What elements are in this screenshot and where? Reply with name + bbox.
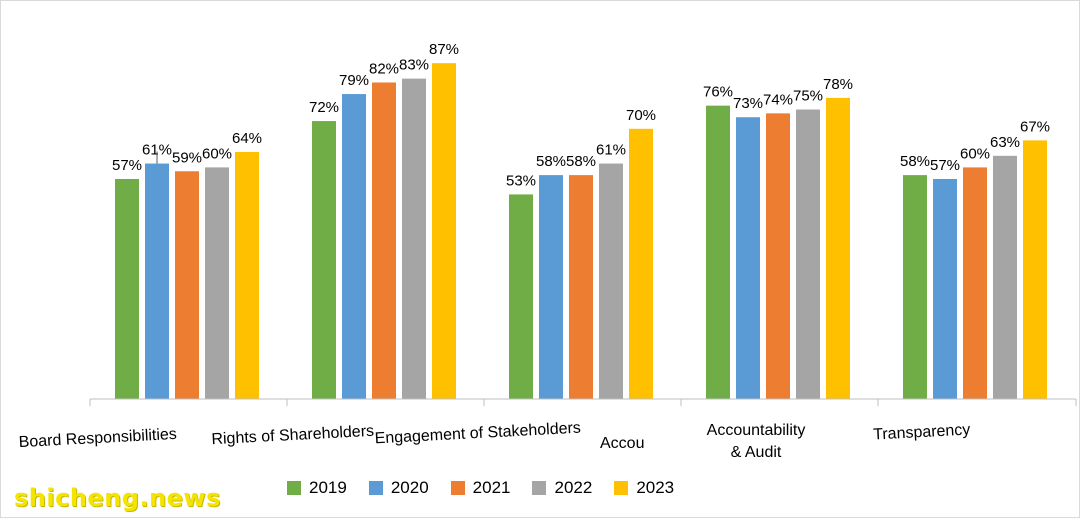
data-label-transparency-2022: 63% — [990, 134, 1020, 151]
legend-swatch — [532, 481, 547, 495]
watermark: shicheng.news — [14, 484, 221, 512]
data-label-board-responsibilities-2019: 57% — [112, 157, 142, 174]
bar-rights-of-shareholders-2020 — [342, 94, 366, 399]
data-label-board-responsibilities-2021: 59% — [172, 149, 202, 166]
legend-label: 2019 — [309, 478, 347, 497]
bar-board-responsibilities-2019 — [115, 178, 139, 399]
data-label-transparency-2021: 60% — [960, 145, 990, 162]
bar-board-responsibilities-2022 — [205, 167, 229, 399]
bar-transparency-2020 — [933, 178, 957, 399]
bar-engagement-of-stakeholders-2021 — [569, 175, 593, 399]
data-label-board-responsibilities-2020: 61% — [142, 142, 172, 159]
legend-label: 2020 — [390, 478, 429, 497]
legend-item-2019: 2019 — [287, 478, 347, 498]
bar-board-responsibilities-2020 — [145, 163, 169, 399]
bars-layer — [115, 63, 1047, 400]
bar-rights-of-shareholders-2022 — [402, 78, 426, 400]
bar-transparency-2022 — [993, 155, 1017, 399]
data-labels-layer: 57%61% 59% 60%64%72%79%82% 83%87%53%58% 58%6… — [112, 41, 1050, 189]
legend-item-2023: 2023 — [614, 478, 674, 498]
data-label-rights-of-shareholders-2022: 83% — [399, 57, 429, 74]
data-label-transparency-2020: 57% — [930, 157, 960, 174]
category-label-board-responsibilities: Board Responsibilities — [18, 426, 177, 451]
legend-swatch — [450, 481, 465, 495]
bar-transparency-2021 — [963, 167, 987, 399]
bar-board-responsibilities-2023 — [235, 151, 259, 399]
bar-engagement-of-stakeholders-2022 — [599, 163, 623, 399]
legend-label: 2022 — [554, 478, 593, 497]
data-label-engagement-of-stakeholders-2023: 70% — [626, 107, 656, 124]
category-label-rights-of-shareholders: Rights of Shareholders — [211, 423, 374, 448]
data-label-rights-of-shareholders-2021: 82% — [369, 60, 399, 77]
bar-accountability-audit-2023 — [826, 97, 850, 400]
data-label-rights-of-shareholders-2020: 79% — [339, 72, 369, 89]
bar-board-responsibilities-2021 — [175, 171, 199, 399]
legend-label: 2021 — [472, 478, 511, 497]
data-label-engagement-of-stakeholders-2022: 61% — [596, 142, 626, 159]
data-label-rights-of-shareholders-2023: 87% — [429, 41, 459, 58]
bar-rights-of-shareholders-2019 — [312, 121, 336, 399]
data-label-transparency-2019: 58% — [900, 153, 930, 170]
bar-rights-of-shareholders-2021 — [372, 82, 396, 399]
data-label-accountability-audit-2021: 74% — [763, 91, 793, 108]
data-label-accountability-audit-2023: 78% — [823, 76, 853, 93]
bar-engagement-of-stakeholders-2023 — [629, 128, 653, 400]
bar-engagement-of-stakeholders-2020 — [539, 175, 563, 399]
data-label-engagement-of-stakeholders-2020: 58% — [536, 153, 566, 170]
legend-swatch — [368, 481, 383, 495]
bar-accountability-audit-2021 — [766, 113, 790, 400]
legend-item-2022: 2022 — [532, 478, 592, 498]
data-label-board-responsibilities-2023: 64% — [232, 130, 262, 147]
data-label-engagement-of-stakeholders-2021: 58% — [566, 153, 596, 170]
legend-item-2020: 2020 — [368, 478, 429, 498]
bar-transparency-2023 — [1023, 140, 1047, 399]
bar-accountability-audit-2019 — [706, 105, 730, 399]
data-label-rights-of-shareholders-2019: 72% — [309, 99, 339, 116]
legend-swatch — [614, 481, 629, 495]
category-label-transparency: Transparency — [873, 421, 971, 443]
data-label-accountability-audit-2019: 76% — [703, 84, 733, 101]
legend-swatch — [287, 481, 301, 495]
data-label-accountability-audit-2020: 73% — [733, 95, 763, 112]
data-label-board-responsibilities-2022: 60% — [202, 145, 232, 162]
category-label-accountability-line1: Accountability — [707, 422, 806, 439]
data-label-transparency-2023: 67% — [1020, 118, 1050, 135]
bar-engagement-of-stakeholders-2019 — [509, 194, 533, 399]
x-axis-ticks — [89, 399, 1077, 406]
bar-accountability-audit-2020 — [736, 117, 760, 399]
category-label-accountability-line2: & Audit — [731, 444, 782, 461]
category-label-engagement-of-stakeholders: Engagement of Stakeholders — [374, 420, 581, 448]
bar-transparency-2019 — [903, 175, 927, 399]
bar-rights-of-shareholders-2023 — [432, 63, 456, 400]
legend-label: 2023 — [636, 478, 675, 497]
data-label-accountability-audit-2022: 75% — [793, 88, 823, 105]
legend: 2019 2020 2021 2022 2023 — [287, 476, 696, 500]
bar-accountability-audit-2022 — [796, 109, 820, 399]
data-label-engagement-of-stakeholders-2019: 53% — [506, 172, 536, 189]
category-label-fragment: Accou — [600, 435, 644, 452]
legend-item-2021: 2021 — [450, 478, 511, 498]
